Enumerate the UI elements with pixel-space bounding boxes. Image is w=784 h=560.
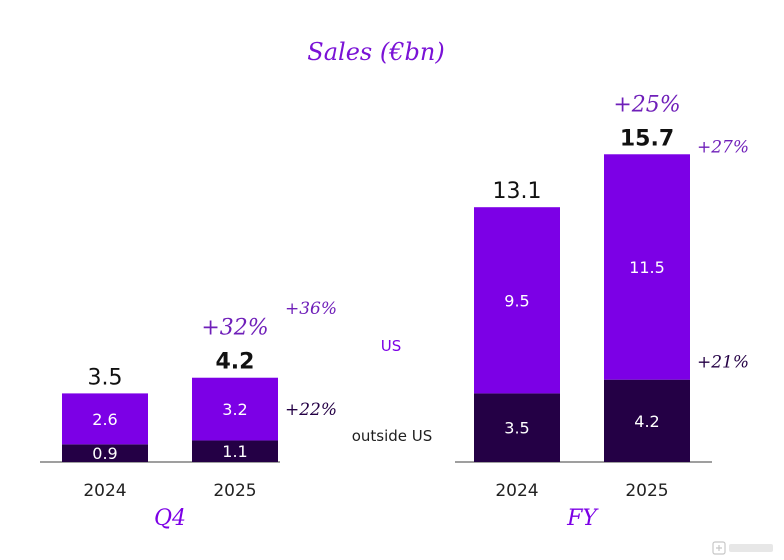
value-label-outside-us: 3.5 bbox=[504, 419, 529, 438]
outside-us-growth-label: +21% bbox=[697, 353, 749, 373]
value-label-outside-us: 0.9 bbox=[92, 444, 117, 463]
us-growth-label: +36% bbox=[285, 299, 337, 319]
legend-outside-us-label: outside US bbox=[352, 427, 433, 445]
series-legend: US outside US bbox=[352, 337, 433, 445]
bar-outside-us-fy-2025 bbox=[604, 379, 690, 462]
bar-outside-us-q4-2024 bbox=[62, 444, 148, 462]
outside-us-growth-label: +22% bbox=[285, 400, 337, 420]
legend-us-label: US bbox=[381, 337, 402, 355]
bar-outside-us-fy-2024 bbox=[474, 393, 560, 462]
value-label-outside-us: 4.2 bbox=[634, 412, 659, 431]
watermark-logo-icon bbox=[712, 540, 776, 555]
bar-us-fy-2024 bbox=[474, 207, 560, 394]
value-label-us: 9.5 bbox=[504, 291, 529, 310]
value-label-us: 11.5 bbox=[629, 258, 665, 277]
value-label-outside-us: 1.1 bbox=[222, 442, 247, 461]
total-label: 13.1 bbox=[493, 179, 542, 204]
x-tick-label: 2024 bbox=[495, 481, 538, 501]
chart-panels: 0.9 2.6 3.5 2024 1.1 3.2 4.2 2025 Q4 +32% +36% +22%… bbox=[40, 92, 749, 531]
us-growth-label: +27% bbox=[697, 137, 749, 157]
x-tick-label: 2024 bbox=[83, 481, 126, 501]
panel-q4: 0.9 2.6 3.5 2024 1.1 3.2 4.2 2025 Q4 +32% +36% +22% bbox=[40, 299, 337, 531]
value-label-us: 2.6 bbox=[92, 410, 117, 429]
total-label: 15.7 bbox=[620, 126, 674, 151]
bar-us-q4-2025 bbox=[192, 377, 278, 441]
value-label-us: 3.2 bbox=[222, 400, 247, 419]
chart-title: Sales (€bn) bbox=[307, 38, 444, 66]
x-tick-label: 2025 bbox=[625, 481, 668, 501]
panel-fy: 3.5 9.5 13.1 2024 4.2 11.5 15.7 2025 FY +25% +27% +… bbox=[455, 92, 749, 531]
total-growth-label: +32% bbox=[201, 316, 268, 341]
bar-us-fy-2025 bbox=[604, 154, 690, 380]
panel-label: Q4 bbox=[154, 506, 186, 531]
bar-us-q4-2024 bbox=[62, 393, 148, 445]
total-label: 4.2 bbox=[216, 350, 255, 375]
panel-label: FY bbox=[566, 506, 599, 531]
total-growth-label: +25% bbox=[613, 92, 680, 117]
x-tick-label: 2025 bbox=[213, 481, 256, 501]
bar-outside-us-q4-2025 bbox=[192, 440, 278, 462]
total-label: 3.5 bbox=[88, 365, 123, 390]
